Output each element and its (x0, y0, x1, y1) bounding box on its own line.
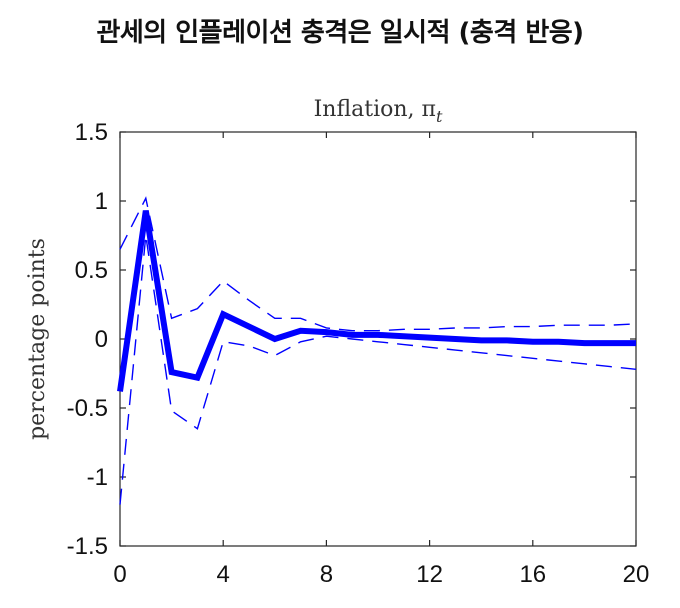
chart-title-main: Inflation, π (314, 97, 436, 122)
series-lines (117, 196, 637, 505)
x-tick-label: 0 (113, 561, 126, 588)
y-tick-label: -1.5 (67, 533, 108, 560)
y-tick-label: 1.5 (75, 119, 108, 146)
y-axis-label: percentage points (25, 238, 50, 440)
page-title: 관세의 인플레이션 충격은 일시적 (충격 반응) (96, 18, 584, 48)
chart-title: Inflation, πt (314, 97, 443, 126)
y-tick-label: 0.5 (75, 257, 108, 284)
x-tick-label: 20 (623, 561, 650, 588)
chart-title-subscript: t (436, 107, 443, 126)
series-line-upper-band (119, 196, 637, 332)
x-tick-label: 8 (320, 561, 333, 588)
y-tick-label: -1 (87, 464, 108, 491)
x-tick-label: 12 (416, 561, 443, 588)
series-line-lower-band (119, 235, 637, 505)
y-tick-label: -0.5 (67, 395, 108, 422)
x-tick-label: 4 (217, 561, 230, 588)
y-tick-label: 1 (95, 188, 108, 215)
x-tick-label: 16 (519, 561, 546, 588)
y-tick-label: 0 (95, 326, 108, 353)
series-line-estimate (117, 210, 636, 392)
axis-ticks: 0 4 8 12 16 20 -1.5 -1 -0.5 0 0.5 1 1.5 (67, 119, 650, 588)
